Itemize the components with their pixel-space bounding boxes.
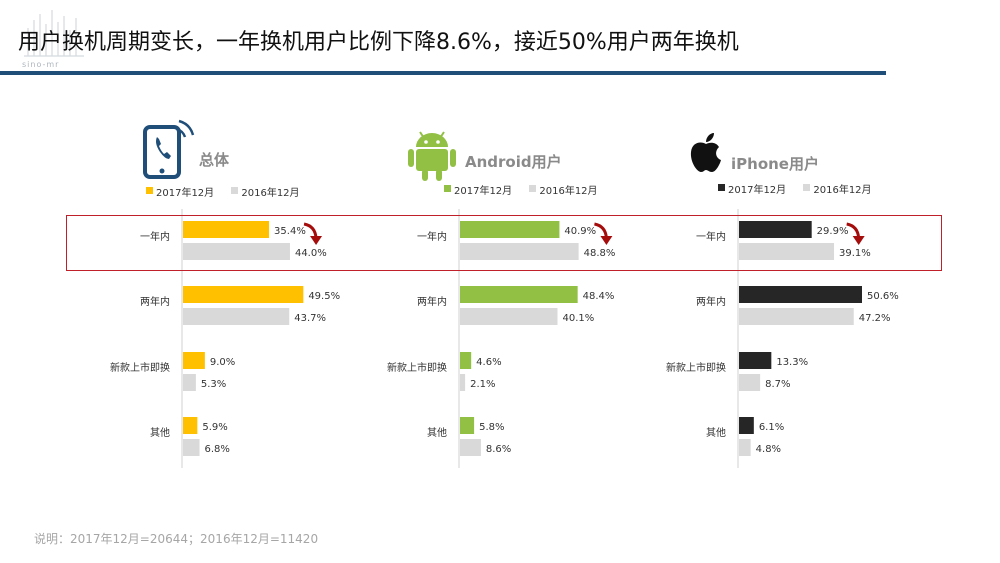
legend-swatch-2016	[529, 185, 537, 192]
category-label: 新款上市即换	[387, 361, 447, 374]
data-label: 4.8%	[756, 444, 781, 455]
decline-arrowhead-icon	[852, 236, 865, 245]
bar-2016	[739, 374, 761, 391]
data-label: 49.5%	[308, 291, 340, 302]
legend-iphone: 2017年12月 2016年12月	[718, 181, 872, 196]
data-label: 5.8%	[479, 422, 504, 433]
bar-2017	[460, 286, 578, 303]
data-label: 2.1%	[470, 379, 495, 390]
category-label: 其他	[427, 426, 447, 439]
panel-title-overall: 总体	[199, 151, 230, 169]
legend-label-2016: 2016年12月	[813, 185, 872, 196]
legend-swatch-2017	[718, 184, 725, 191]
bar-2016	[739, 308, 854, 325]
brand-logo	[22, 6, 88, 72]
data-label: 40.9%	[564, 226, 596, 237]
data-label: 6.8%	[205, 444, 230, 455]
bar-2016	[183, 308, 290, 325]
bar-2017	[739, 352, 772, 369]
bar-2017	[739, 286, 862, 303]
bar-2017	[183, 352, 205, 369]
category-label: 一年内	[417, 230, 447, 243]
bar-2017	[183, 417, 198, 434]
bar-2016	[460, 308, 558, 325]
page-title: 用户换机周期变长，一年换机用户比例下降8.6%，接近50%用户两年换机	[18, 30, 739, 55]
data-label: 39.1%	[839, 248, 871, 259]
data-label: 35.4%	[274, 226, 306, 237]
category-label: 一年内	[696, 230, 726, 243]
legend-label-2017: 2017年12月	[454, 186, 513, 197]
category-label: 新款上市即换	[666, 361, 726, 374]
category-label: 其他	[706, 426, 726, 439]
legend-swatch-2017	[146, 187, 153, 194]
panel-title-iphone: iPhone用户	[731, 155, 819, 173]
legend-label-2017: 2017年12月	[728, 185, 787, 196]
legend-overall: 2017年12月 2016年12月	[146, 184, 300, 199]
data-label: 4.6%	[476, 357, 501, 368]
bar-2017	[739, 417, 754, 434]
data-label: 13.3%	[776, 357, 808, 368]
legend-swatch-2016	[231, 187, 239, 194]
panel-title-android: Android用户	[465, 153, 562, 171]
category-label: 两年内	[696, 295, 726, 308]
bar-2016	[739, 439, 751, 456]
data-label: 8.7%	[765, 379, 790, 390]
data-label: 5.9%	[202, 422, 227, 433]
category-label: 两年内	[140, 295, 170, 308]
phone-icon	[143, 119, 195, 179]
bar-2017	[183, 221, 270, 238]
highlight-frame	[66, 215, 942, 271]
bar-2017	[460, 417, 475, 434]
data-label: 48.4%	[583, 291, 615, 302]
decline-arrowhead-icon	[310, 236, 323, 245]
bar-2017	[460, 352, 472, 369]
data-label: 50.6%	[867, 291, 899, 302]
data-label: 5.3%	[201, 379, 226, 390]
legend-swatch-2017	[444, 185, 451, 192]
bar-2016	[183, 439, 200, 456]
category-label: 其他	[150, 426, 170, 439]
decline-arrowhead-icon	[600, 236, 613, 245]
legend-label-2017: 2017年12月	[156, 188, 215, 199]
bar-2016	[460, 374, 466, 391]
apple-icon	[690, 133, 721, 172]
data-label: 29.9%	[817, 226, 849, 237]
legend-swatch-2016	[803, 184, 811, 191]
data-label: 9.0%	[210, 357, 235, 368]
bar-2016	[460, 439, 481, 456]
bar-2016	[183, 243, 290, 260]
bar-2016	[183, 374, 196, 391]
legend-label-2016: 2016年12月	[241, 188, 300, 199]
footnote: 说明：2017年12月=20644；2016年12月=11420	[34, 532, 319, 546]
data-label: 43.7%	[294, 313, 326, 324]
bar-2017	[183, 286, 304, 303]
title-divider	[0, 71, 886, 75]
data-label: 40.1%	[562, 313, 594, 324]
data-label: 48.8%	[584, 248, 616, 259]
android-icon	[408, 131, 456, 181]
category-label: 一年内	[140, 230, 170, 243]
bar-2016	[739, 243, 835, 260]
data-label: 44.0%	[295, 248, 327, 259]
data-label: 47.2%	[859, 313, 891, 324]
legend-label-2016: 2016年12月	[539, 186, 598, 197]
logo-text: sino-mr	[22, 60, 60, 69]
data-label: 6.1%	[759, 422, 784, 433]
category-label: 两年内	[417, 295, 447, 308]
legend-android: 2017年12月 2016年12月	[444, 182, 598, 197]
bar-2017	[739, 221, 812, 238]
category-label: 新款上市即换	[110, 361, 170, 374]
bar-2016	[460, 243, 579, 260]
data-label: 8.6%	[486, 444, 511, 455]
bar-2017	[460, 221, 560, 238]
